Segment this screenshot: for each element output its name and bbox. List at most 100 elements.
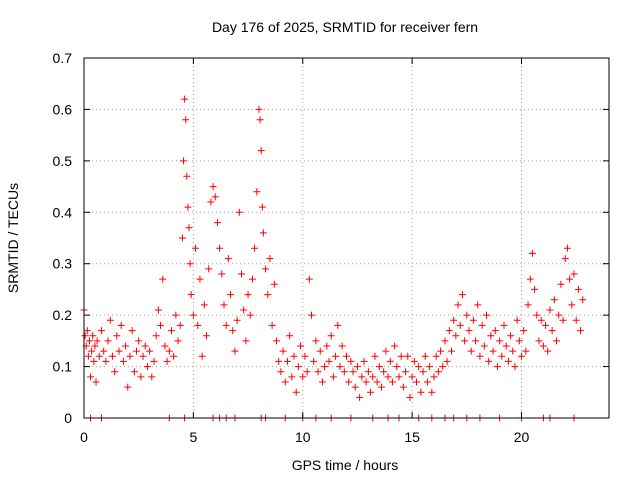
data-point [126, 352, 134, 360]
data-point [419, 368, 427, 376]
data-point [299, 373, 307, 381]
x-axis-label: GPS time / hours [292, 457, 399, 473]
data-point [465, 327, 473, 335]
data-point [421, 352, 429, 360]
x-axis: 0 5 10 15 20 [80, 58, 529, 445]
data-point [259, 229, 267, 237]
x-tick-label: 5 [189, 429, 197, 445]
data-point [256, 116, 264, 124]
data-point [294, 363, 302, 371]
data-point [231, 347, 239, 355]
data-point [404, 352, 412, 360]
data-point [258, 203, 266, 211]
data-point [329, 373, 337, 381]
data-point [443, 357, 451, 365]
data-point [434, 368, 442, 376]
data-point [143, 363, 151, 371]
data-point [117, 321, 125, 329]
y-tick-label: 0.1 [53, 359, 73, 375]
data-point [448, 347, 455, 355]
data-point [128, 327, 136, 335]
data-point [454, 301, 462, 309]
data-point [518, 352, 525, 360]
data-point [233, 316, 241, 324]
data-point [472, 337, 480, 345]
data-point [213, 219, 221, 227]
data-point [240, 306, 248, 314]
data-point [544, 347, 552, 355]
data-point [461, 337, 469, 345]
data-point [244, 291, 252, 299]
data-point [426, 363, 434, 371]
data-point [327, 332, 335, 340]
data-point [520, 327, 528, 335]
data-point [108, 352, 116, 360]
data-point [92, 378, 100, 386]
data-point [373, 378, 381, 386]
data-point [491, 327, 499, 335]
data-point [410, 357, 418, 365]
data-point [246, 311, 254, 319]
data-point [130, 368, 138, 376]
data-point [386, 357, 394, 365]
data-point [83, 327, 91, 335]
data-point [533, 311, 541, 319]
data-point [345, 378, 353, 386]
data-point [119, 357, 127, 365]
y-tick-label: 0 [64, 410, 72, 426]
data-point [467, 347, 475, 355]
y-axis-label: SRMTID / TECUs [5, 183, 21, 293]
data-point [557, 280, 565, 288]
chart-title: Day 176 of 2025, SRMTID for receiver fer… [212, 19, 478, 35]
data-point [180, 157, 188, 165]
data-point [574, 285, 582, 293]
data-point [182, 116, 190, 124]
data-point [369, 373, 377, 381]
data-point [91, 342, 99, 350]
data-point [507, 332, 515, 340]
data-point [502, 342, 510, 350]
data-point [351, 383, 359, 391]
data-point [85, 337, 93, 345]
data-point [222, 321, 230, 329]
data-point [397, 352, 405, 360]
data-point [314, 368, 322, 376]
data-point [577, 327, 585, 335]
data-point [102, 357, 110, 365]
data-point [504, 357, 512, 365]
data-point [546, 306, 554, 314]
data-point [113, 332, 121, 340]
data-point [526, 275, 534, 283]
data-point [522, 347, 530, 355]
data-point [174, 337, 182, 345]
data-point [270, 280, 278, 288]
data-point [417, 388, 425, 396]
data-point [391, 342, 399, 350]
data-point [358, 373, 366, 381]
x-tick-label: 20 [514, 429, 530, 445]
data-point [428, 388, 436, 396]
data-point [334, 321, 342, 329]
data-point [531, 285, 539, 293]
data-point [292, 388, 300, 396]
data-point [310, 357, 318, 365]
data-point [264, 291, 272, 299]
data-point [84, 352, 92, 360]
data-point [432, 352, 440, 360]
data-point [242, 337, 250, 345]
data-point [93, 337, 101, 345]
data-point [209, 183, 217, 191]
data-point [279, 347, 287, 355]
data-point [579, 296, 587, 304]
grid-layer [84, 58, 609, 418]
data-point [325, 357, 333, 365]
data-point [537, 316, 545, 324]
data-point [98, 327, 105, 335]
data-point [318, 378, 326, 386]
data-point [178, 234, 186, 242]
data-point [216, 244, 224, 252]
data-point [559, 316, 567, 324]
data-point [402, 368, 410, 376]
data-point [275, 357, 283, 365]
data-point [133, 347, 140, 355]
